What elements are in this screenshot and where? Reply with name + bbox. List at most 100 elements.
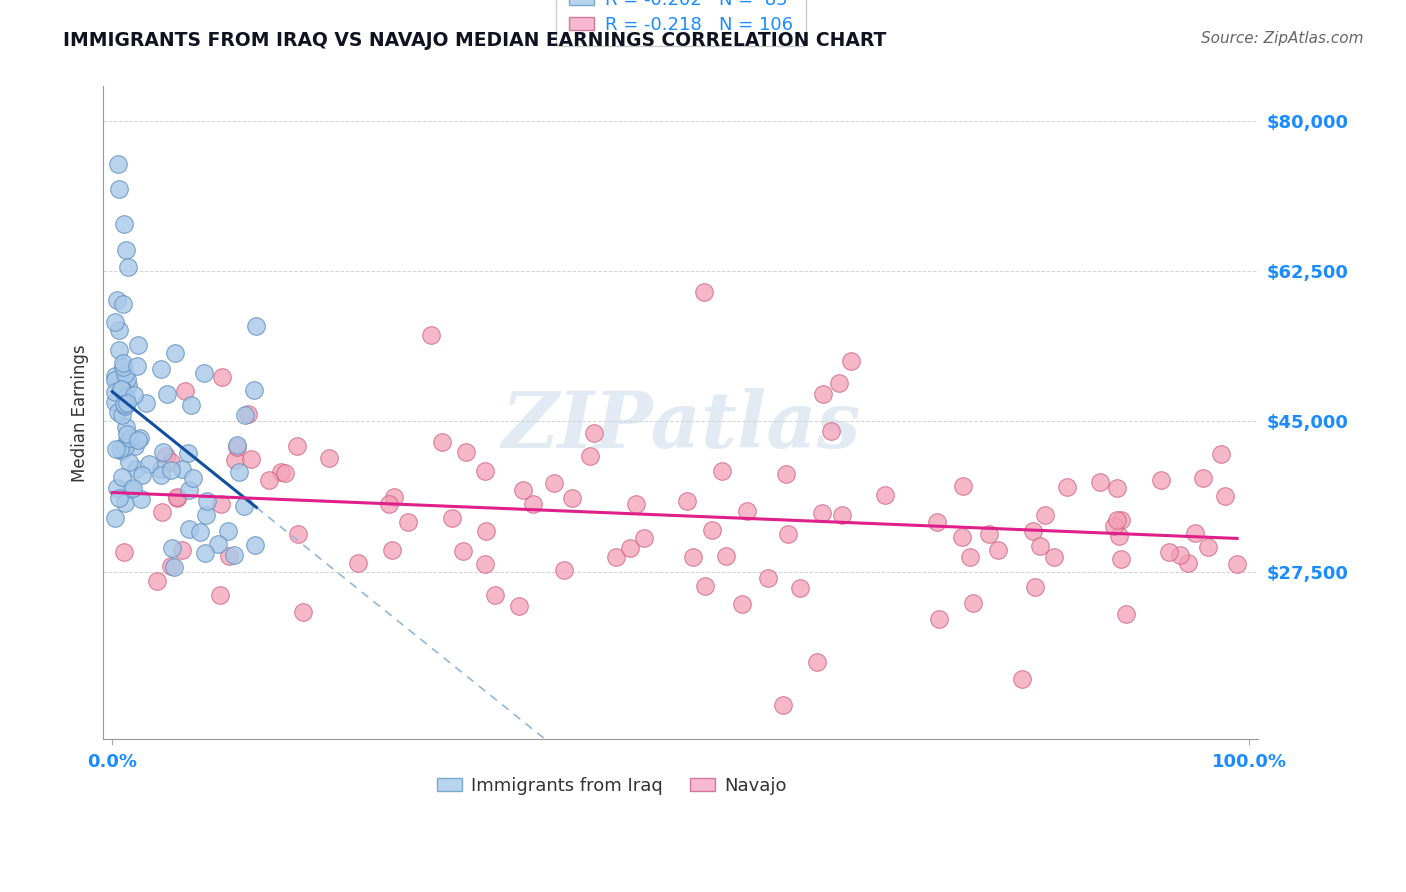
Point [177,446,200,460]
Point [1157,545,1180,559]
Point [682,549,704,564]
Point [676,494,699,508]
Point [287,527,309,541]
Point [508,599,530,614]
Point [217,524,239,539]
Point [318,450,340,465]
Point [1011,672,1033,686]
Point [180,398,202,412]
Point [194,546,217,560]
Point [197,494,219,508]
Point [111,382,134,396]
Point [245,318,267,333]
Point [451,544,474,558]
Point [396,515,419,529]
Point [111,469,134,483]
Point [1033,508,1056,522]
Point [112,356,135,370]
Point [179,523,201,537]
Point [181,471,204,485]
Point [128,431,150,445]
Point [291,605,314,619]
Point [1211,447,1233,461]
Point [927,515,949,529]
Point [107,156,129,170]
Point [1197,541,1219,555]
Point [149,468,172,483]
Point [121,481,143,495]
Point [841,354,863,368]
Point [111,443,134,458]
Point [135,396,157,410]
Point [155,449,177,463]
Point [382,491,405,505]
Point [1226,557,1249,571]
Point [179,483,201,498]
Point [120,482,142,496]
Point [1108,529,1130,543]
Point [160,559,183,574]
Point [1088,475,1111,489]
Point [115,420,138,434]
Point [112,359,135,374]
Point [163,345,186,359]
Point [170,462,193,476]
Point [108,442,131,456]
Point [474,557,496,571]
Point [624,496,647,510]
Point [159,455,181,469]
Point [127,433,149,447]
Point [160,541,183,555]
Point [692,285,714,300]
Point [115,396,138,410]
Point [114,367,136,381]
Point [239,452,262,467]
Point [115,435,138,450]
Point [731,597,754,611]
Point [484,588,506,602]
Point [543,475,565,490]
Point [735,504,758,518]
Point [195,508,218,522]
Point [605,549,627,564]
Point [211,369,233,384]
Point [103,511,125,525]
Point [828,376,851,391]
Point [107,405,129,419]
Point [188,524,211,539]
Point [117,396,139,410]
Point [430,434,453,449]
Point [228,465,250,479]
Point [160,463,183,477]
Point [962,596,984,610]
Text: Source: ZipAtlas.com: Source: ZipAtlas.com [1201,31,1364,46]
Y-axis label: Median Earnings: Median Earnings [72,344,89,482]
Point [124,439,146,453]
Point [347,556,370,570]
Point [166,491,188,505]
Point [117,260,139,274]
Point [633,531,655,545]
Point [274,466,297,480]
Point [162,560,184,574]
Point [959,550,981,565]
Point [124,462,146,476]
Point [987,542,1010,557]
Point [952,479,974,493]
Point [117,455,139,469]
Point [150,362,173,376]
Point [118,431,141,445]
Point [775,467,797,481]
Point [756,571,779,585]
Point [714,549,737,564]
Point [419,328,441,343]
Point [1177,556,1199,570]
Point [146,574,169,588]
Point [150,505,173,519]
Point [257,473,280,487]
Point [112,545,135,559]
Point [114,496,136,510]
Point [209,588,232,602]
Point [475,524,498,539]
Point [104,384,127,399]
